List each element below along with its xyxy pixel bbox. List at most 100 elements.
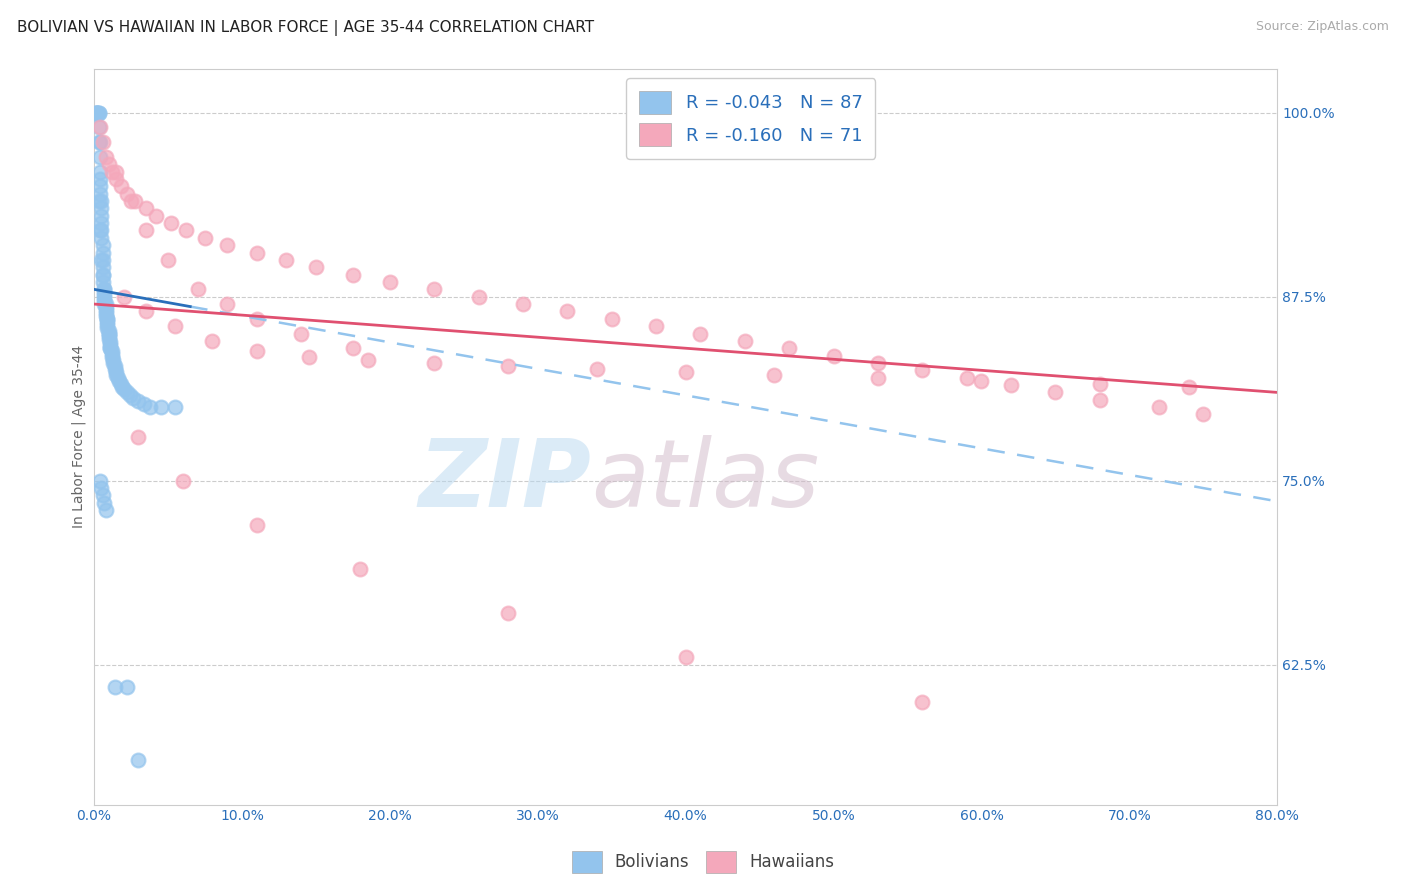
Point: [911, 695, 934, 709]
Text: BOLIVIAN VS HAWAIIAN IN LABOR FORCE | AGE 35-44 CORRELATION CHART: BOLIVIAN VS HAWAIIAN IN LABOR FORCE | AG…: [17, 20, 593, 36]
Point: [174, 223, 197, 237]
Point: [149, 400, 172, 414]
Point: [115, 680, 138, 694]
Point: [557, 304, 579, 318]
Point: [90, 481, 112, 495]
Point: [378, 275, 401, 289]
Point: [89, 150, 111, 164]
Point: [956, 370, 979, 384]
Point: [276, 252, 298, 267]
Point: [90, 223, 112, 237]
Point: [96, 318, 118, 332]
Point: [91, 135, 114, 149]
Point: [93, 496, 115, 510]
Point: [101, 164, 124, 178]
Point: [127, 429, 149, 443]
Point: [91, 245, 114, 260]
Point: [689, 326, 711, 341]
Point: [93, 291, 115, 305]
Point: [496, 359, 519, 373]
Point: [91, 268, 114, 282]
Point: [84, 105, 107, 120]
Point: [87, 135, 110, 149]
Point: [96, 320, 118, 334]
Point: [911, 363, 934, 377]
Point: [103, 356, 125, 370]
Point: [187, 282, 209, 296]
Point: [90, 209, 112, 223]
Text: Source: ZipAtlas.com: Source: ZipAtlas.com: [1256, 20, 1389, 33]
Point: [1147, 400, 1170, 414]
Text: atlas: atlas: [591, 435, 820, 526]
Point: [115, 385, 138, 400]
Point: [423, 282, 446, 296]
Point: [104, 359, 127, 373]
Point: [89, 179, 111, 194]
Y-axis label: In Labor Force | Age 35-44: In Labor Force | Age 35-44: [72, 345, 86, 528]
Point: [866, 370, 889, 384]
Point: [89, 474, 111, 488]
Point: [105, 365, 128, 379]
Point: [160, 216, 183, 230]
Point: [89, 223, 111, 237]
Point: [124, 194, 146, 208]
Point: [121, 392, 143, 406]
Point: [135, 304, 157, 318]
Point: [93, 282, 115, 296]
Point: [349, 562, 371, 576]
Point: [93, 282, 115, 296]
Point: [96, 315, 118, 329]
Legend: Bolivians, Hawaiians: Bolivians, Hawaiians: [565, 845, 841, 880]
Point: [97, 157, 120, 171]
Point: [91, 238, 114, 252]
Point: [866, 356, 889, 370]
Point: [91, 260, 114, 275]
Point: [89, 120, 111, 135]
Point: [496, 606, 519, 620]
Point: [108, 374, 131, 388]
Point: [110, 376, 132, 391]
Point: [112, 383, 135, 397]
Point: [127, 754, 149, 768]
Point: [86, 105, 108, 120]
Point: [98, 341, 121, 355]
Point: [111, 379, 134, 393]
Point: [90, 231, 112, 245]
Point: [423, 356, 446, 370]
Legend: R = -0.043   N = 87, R = -0.160   N = 71: R = -0.043 N = 87, R = -0.160 N = 71: [626, 78, 876, 159]
Point: [87, 120, 110, 135]
Point: [87, 105, 110, 120]
Point: [105, 164, 128, 178]
Point: [823, 349, 845, 363]
Point: [217, 238, 239, 252]
Point: [96, 311, 118, 326]
Point: [586, 362, 609, 376]
Point: [97, 326, 120, 341]
Point: [110, 179, 132, 194]
Point: [105, 368, 128, 382]
Point: [1192, 408, 1215, 422]
Point: [104, 680, 127, 694]
Point: [97, 324, 120, 338]
Point: [165, 400, 187, 414]
Point: [107, 370, 129, 384]
Point: [1177, 379, 1199, 393]
Point: [104, 362, 127, 376]
Point: [305, 260, 328, 275]
Point: [512, 297, 534, 311]
Point: [1088, 376, 1111, 391]
Point: [94, 297, 117, 311]
Point: [467, 290, 489, 304]
Point: [97, 326, 120, 341]
Point: [135, 223, 157, 237]
Point: [1088, 392, 1111, 407]
Point: [172, 474, 194, 488]
Point: [246, 517, 269, 532]
Point: [675, 365, 697, 379]
Point: [970, 374, 993, 388]
Point: [118, 388, 141, 402]
Point: [246, 245, 269, 260]
Point: [103, 353, 125, 368]
Point: [120, 194, 142, 208]
Point: [112, 290, 135, 304]
